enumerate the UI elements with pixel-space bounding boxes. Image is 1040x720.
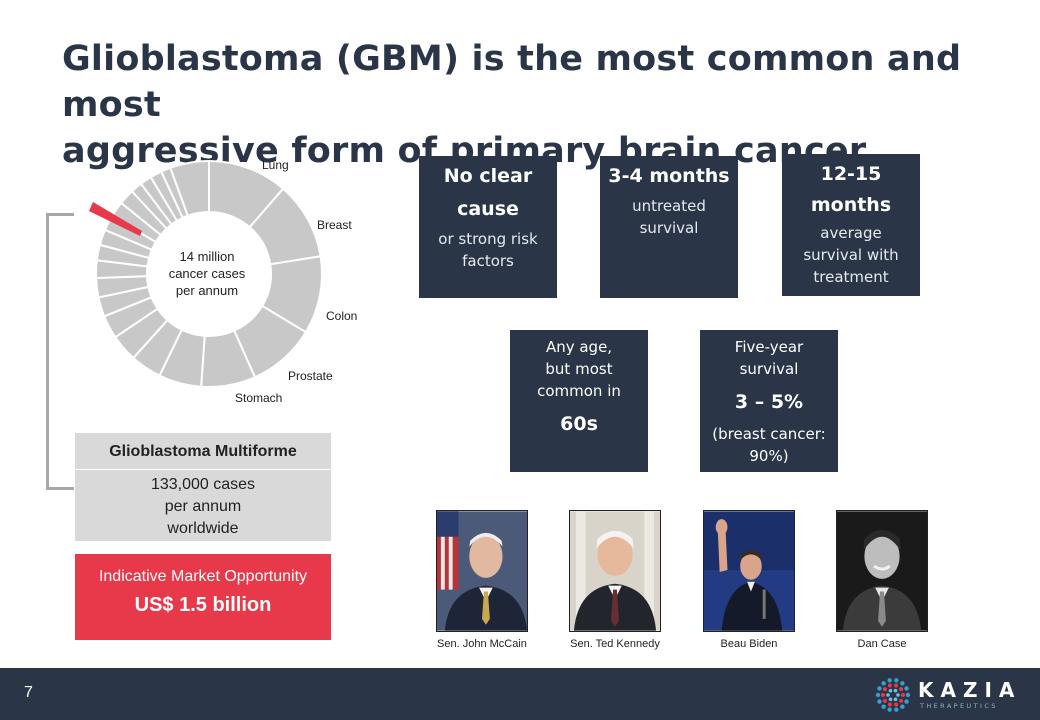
logo-dot <box>901 693 905 697</box>
logo-dot <box>887 707 892 712</box>
treated-big-1: 12-15 <box>820 163 882 185</box>
donut-label-colon: Colon <box>326 309 357 323</box>
title-line-1: Glioblastoma (GBM) is the most common an… <box>62 39 962 125</box>
market-value: US$ 1.5 billion <box>134 594 272 616</box>
age-line-1: Any age, <box>545 338 613 356</box>
donut-center-line-3: per annum <box>176 283 238 298</box>
logo-dot <box>882 687 887 692</box>
cause-sub-2: factors <box>462 252 514 270</box>
stat-box-cause: No clear cause or strong risk factors <box>419 156 557 298</box>
logo-dot <box>877 699 882 704</box>
gbm-line-1: 133,000 cases <box>150 476 256 493</box>
logo-dot <box>877 686 882 691</box>
age-line-3: common in <box>537 382 621 400</box>
untreated-big: 3-4 months <box>608 165 730 187</box>
donut-center-line-2: cancer cases <box>169 266 246 281</box>
logo-dot <box>875 692 881 698</box>
logo-dot <box>904 699 909 704</box>
logo-dot <box>900 681 905 686</box>
treated-sub-3: treatment <box>813 268 889 286</box>
logo-dot <box>893 688 898 693</box>
gbm-line-2: per annum <box>164 498 242 515</box>
kazia-logo: KAZIA THERAPEUTICS <box>874 676 1024 714</box>
gbm-divider <box>75 469 331 470</box>
logo-dot <box>882 698 887 703</box>
logo-dot <box>887 683 892 688</box>
portrait-image <box>704 511 794 631</box>
donut-label-lung: Lung <box>262 158 289 172</box>
donut-label-prostate: Prostate <box>288 369 333 383</box>
page-number: 7 <box>24 684 33 701</box>
logo-dot <box>900 704 905 709</box>
caption-beau-biden: Beau Biden <box>720 638 778 650</box>
logo-dot <box>894 683 899 688</box>
logo-dot <box>887 702 892 707</box>
caption-dan-case: Dan Case <box>857 638 907 650</box>
stat-box-five-year: Five-year survival 3 – 5% (breast cancer… <box>700 330 838 472</box>
portrait-image <box>837 511 927 631</box>
gbm-line-3: worldwide <box>167 520 239 537</box>
donut-center-line-1: 14 million <box>180 249 235 264</box>
logo-subtitle: THERAPEUTICS <box>920 702 998 710</box>
cause-sub-1: or strong risk <box>438 230 538 248</box>
logo-dot <box>894 702 899 707</box>
treated-sub-1: average <box>820 224 882 242</box>
gbm-info-box: Glioblastoma Multiforme 133,000 cases pe… <box>75 433 331 541</box>
logo-dot <box>899 698 904 703</box>
logo-dot <box>904 686 909 691</box>
five-year-sub-1: (breast cancer: <box>712 425 826 443</box>
treated-sub-2: survival with <box>803 246 899 264</box>
five-year-big: 3 – 5% <box>734 391 804 413</box>
stat-box-treated: 12-15 months average survival with treat… <box>782 154 920 296</box>
market-opportunity-box: Indicative Market Opportunity US$ 1.5 bi… <box>75 554 331 640</box>
photo-ted-kennedy <box>569 510 661 632</box>
logo-word: KAZIA <box>918 678 1022 702</box>
stat-box-age: Any age, but most common in 60s <box>510 330 648 472</box>
caption-john-mccain: Sen. John McCain <box>437 638 527 650</box>
logo-dot <box>881 704 886 709</box>
donut-gbm-highlight-segment <box>89 202 142 236</box>
photo-john-mccain <box>436 510 528 632</box>
logo-dot <box>887 678 892 683</box>
donut-segment <box>169 159 210 218</box>
untreated-sub-1: untreated <box>632 197 706 215</box>
age-big: 60s <box>560 413 598 435</box>
cancer-cases-donut-chart: 14 million cancer cases per annum Lung B… <box>89 158 357 405</box>
portrait-image <box>570 511 660 631</box>
age-line-2: but most <box>545 360 613 378</box>
logo-dot <box>894 707 899 712</box>
treated-big-2: months <box>810 194 892 216</box>
donut-label-breast: Breast <box>317 218 352 232</box>
caption-ted-kennedy: Sen. Ted Kennedy <box>570 638 660 650</box>
gbm-title: Glioblastoma Multiforme <box>109 443 297 460</box>
logo-dot <box>905 692 911 698</box>
photo-beau-biden <box>703 510 795 632</box>
gbm-bracket-line <box>46 213 74 490</box>
logo-dot <box>893 697 898 702</box>
logo-dot <box>899 687 904 692</box>
five-year-line-2: survival <box>739 360 799 378</box>
logo-dot <box>896 693 900 697</box>
market-label: Indicative Market Opportunity <box>98 568 308 585</box>
photo-dan-case <box>836 510 928 632</box>
untreated-sub-2: survival <box>639 219 699 237</box>
logo-dot <box>888 688 893 693</box>
logo-dot <box>894 678 899 683</box>
logo-dot <box>886 693 890 697</box>
portrait-image <box>437 511 527 631</box>
donut-label-stomach: Stomach <box>235 391 282 405</box>
donut-segments <box>89 159 323 388</box>
logo-dot <box>881 693 885 697</box>
cause-line-1: No clear <box>443 165 533 187</box>
logo-dot <box>888 697 893 702</box>
stat-box-untreated: 3-4 months untreated survival <box>600 156 738 298</box>
footer-bar: 7 KAZIA THERAPEUTICS <box>0 668 1040 720</box>
five-year-sub-2: 90%) <box>749 447 789 465</box>
cause-line-2: cause <box>457 198 519 220</box>
logo-dot <box>881 681 886 686</box>
five-year-line-1: Five-year <box>734 338 804 356</box>
kazia-dots-icon <box>875 678 911 712</box>
